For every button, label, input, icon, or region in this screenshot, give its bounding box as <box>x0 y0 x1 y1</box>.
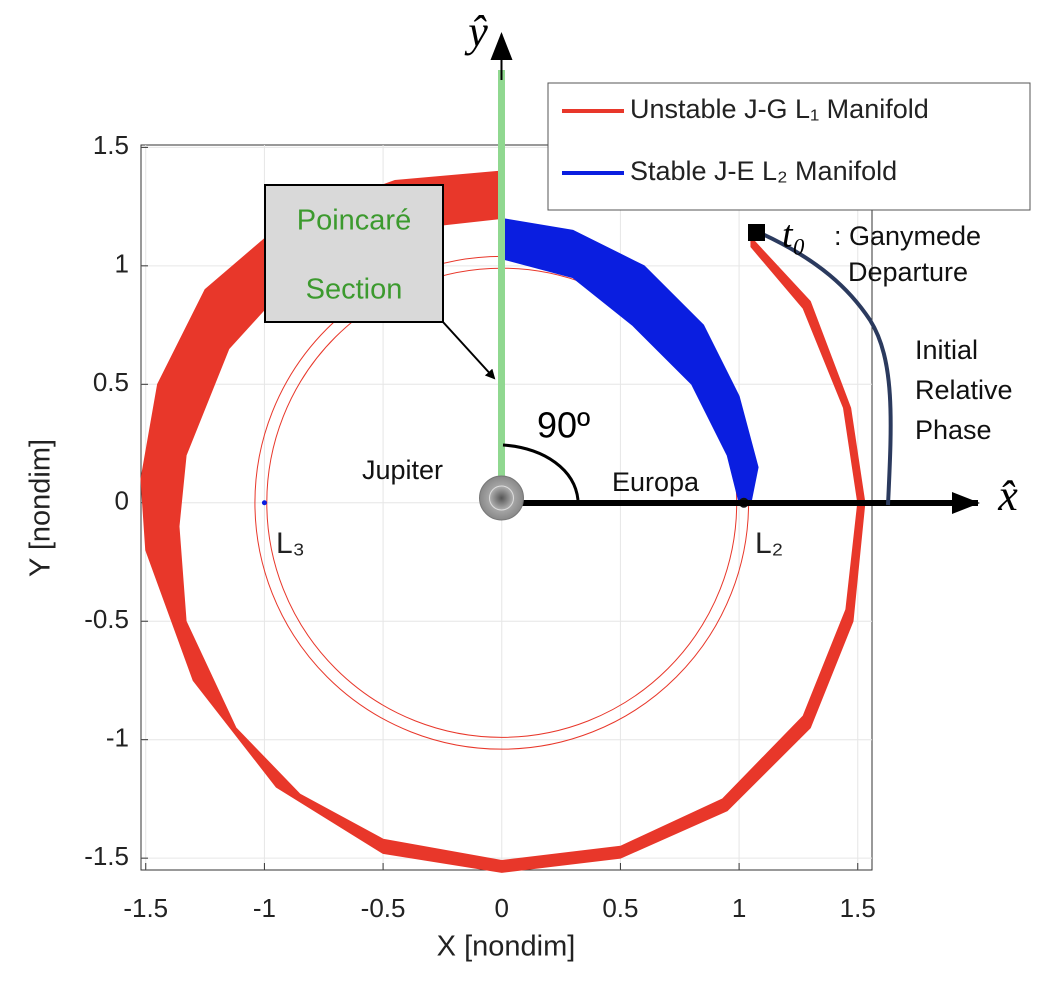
jupiter-label: Jupiter <box>362 455 443 485</box>
x-axis-label: X [nondim] <box>437 931 576 963</box>
legend-label: Stable J-E L₂ Manifold <box>630 156 897 186</box>
phase-label: Relative <box>915 375 1013 405</box>
poincare-label: Poincaré <box>297 205 411 237</box>
y-tick-label: -0.5 <box>84 604 129 634</box>
x-tick-label: -1.5 <box>123 893 168 923</box>
poincare-arrow <box>442 321 496 380</box>
departure-label: Departure <box>848 257 968 287</box>
legend-box <box>547 82 1031 211</box>
x-tick-label: 1 <box>732 893 746 923</box>
x-tick-label: 0 <box>495 893 509 923</box>
l3-label: L₃ <box>276 527 305 560</box>
y-axis-label: Y [nondim] <box>25 439 57 577</box>
y-tick-label: 1 <box>115 249 129 279</box>
jupiter-icon <box>479 475 524 521</box>
x-tick-label: 0.5 <box>602 893 638 923</box>
t0-label: t₀ <box>782 214 806 256</box>
jupiter-ring <box>489 485 514 511</box>
x-tick-label: -1 <box>253 893 276 923</box>
y-hat-label: ŷ <box>464 7 488 56</box>
relative-phase-curve <box>757 230 893 506</box>
x-hat-label: x̂ <box>997 471 1018 520</box>
y-tick-label: 0 <box>115 486 129 516</box>
y-tick-label: 0.5 <box>93 367 129 397</box>
poincare-label: Section <box>306 274 403 306</box>
y-tick-label: -1.5 <box>84 841 129 871</box>
lagrange-point <box>261 500 267 506</box>
angle-label: 90º <box>537 405 590 446</box>
y-tick-label: -1 <box>106 723 129 753</box>
angle-arc <box>502 443 580 501</box>
x-tick-label: -0.5 <box>361 893 406 923</box>
y-tick-label: 1.5 <box>93 130 129 160</box>
poincare-box <box>264 184 444 323</box>
phase-label: Initial <box>915 335 978 365</box>
phase-label: Phase <box>915 415 992 445</box>
l2-label: L₂ <box>755 527 783 560</box>
departure-label: : Ganymede <box>834 221 981 251</box>
ganymede-marker <box>748 224 765 241</box>
x-tick-label: 1.5 <box>840 893 876 923</box>
europa-label: Europa <box>612 467 700 497</box>
legend-label: Unstable J-G L₁ Manifold <box>630 94 929 124</box>
